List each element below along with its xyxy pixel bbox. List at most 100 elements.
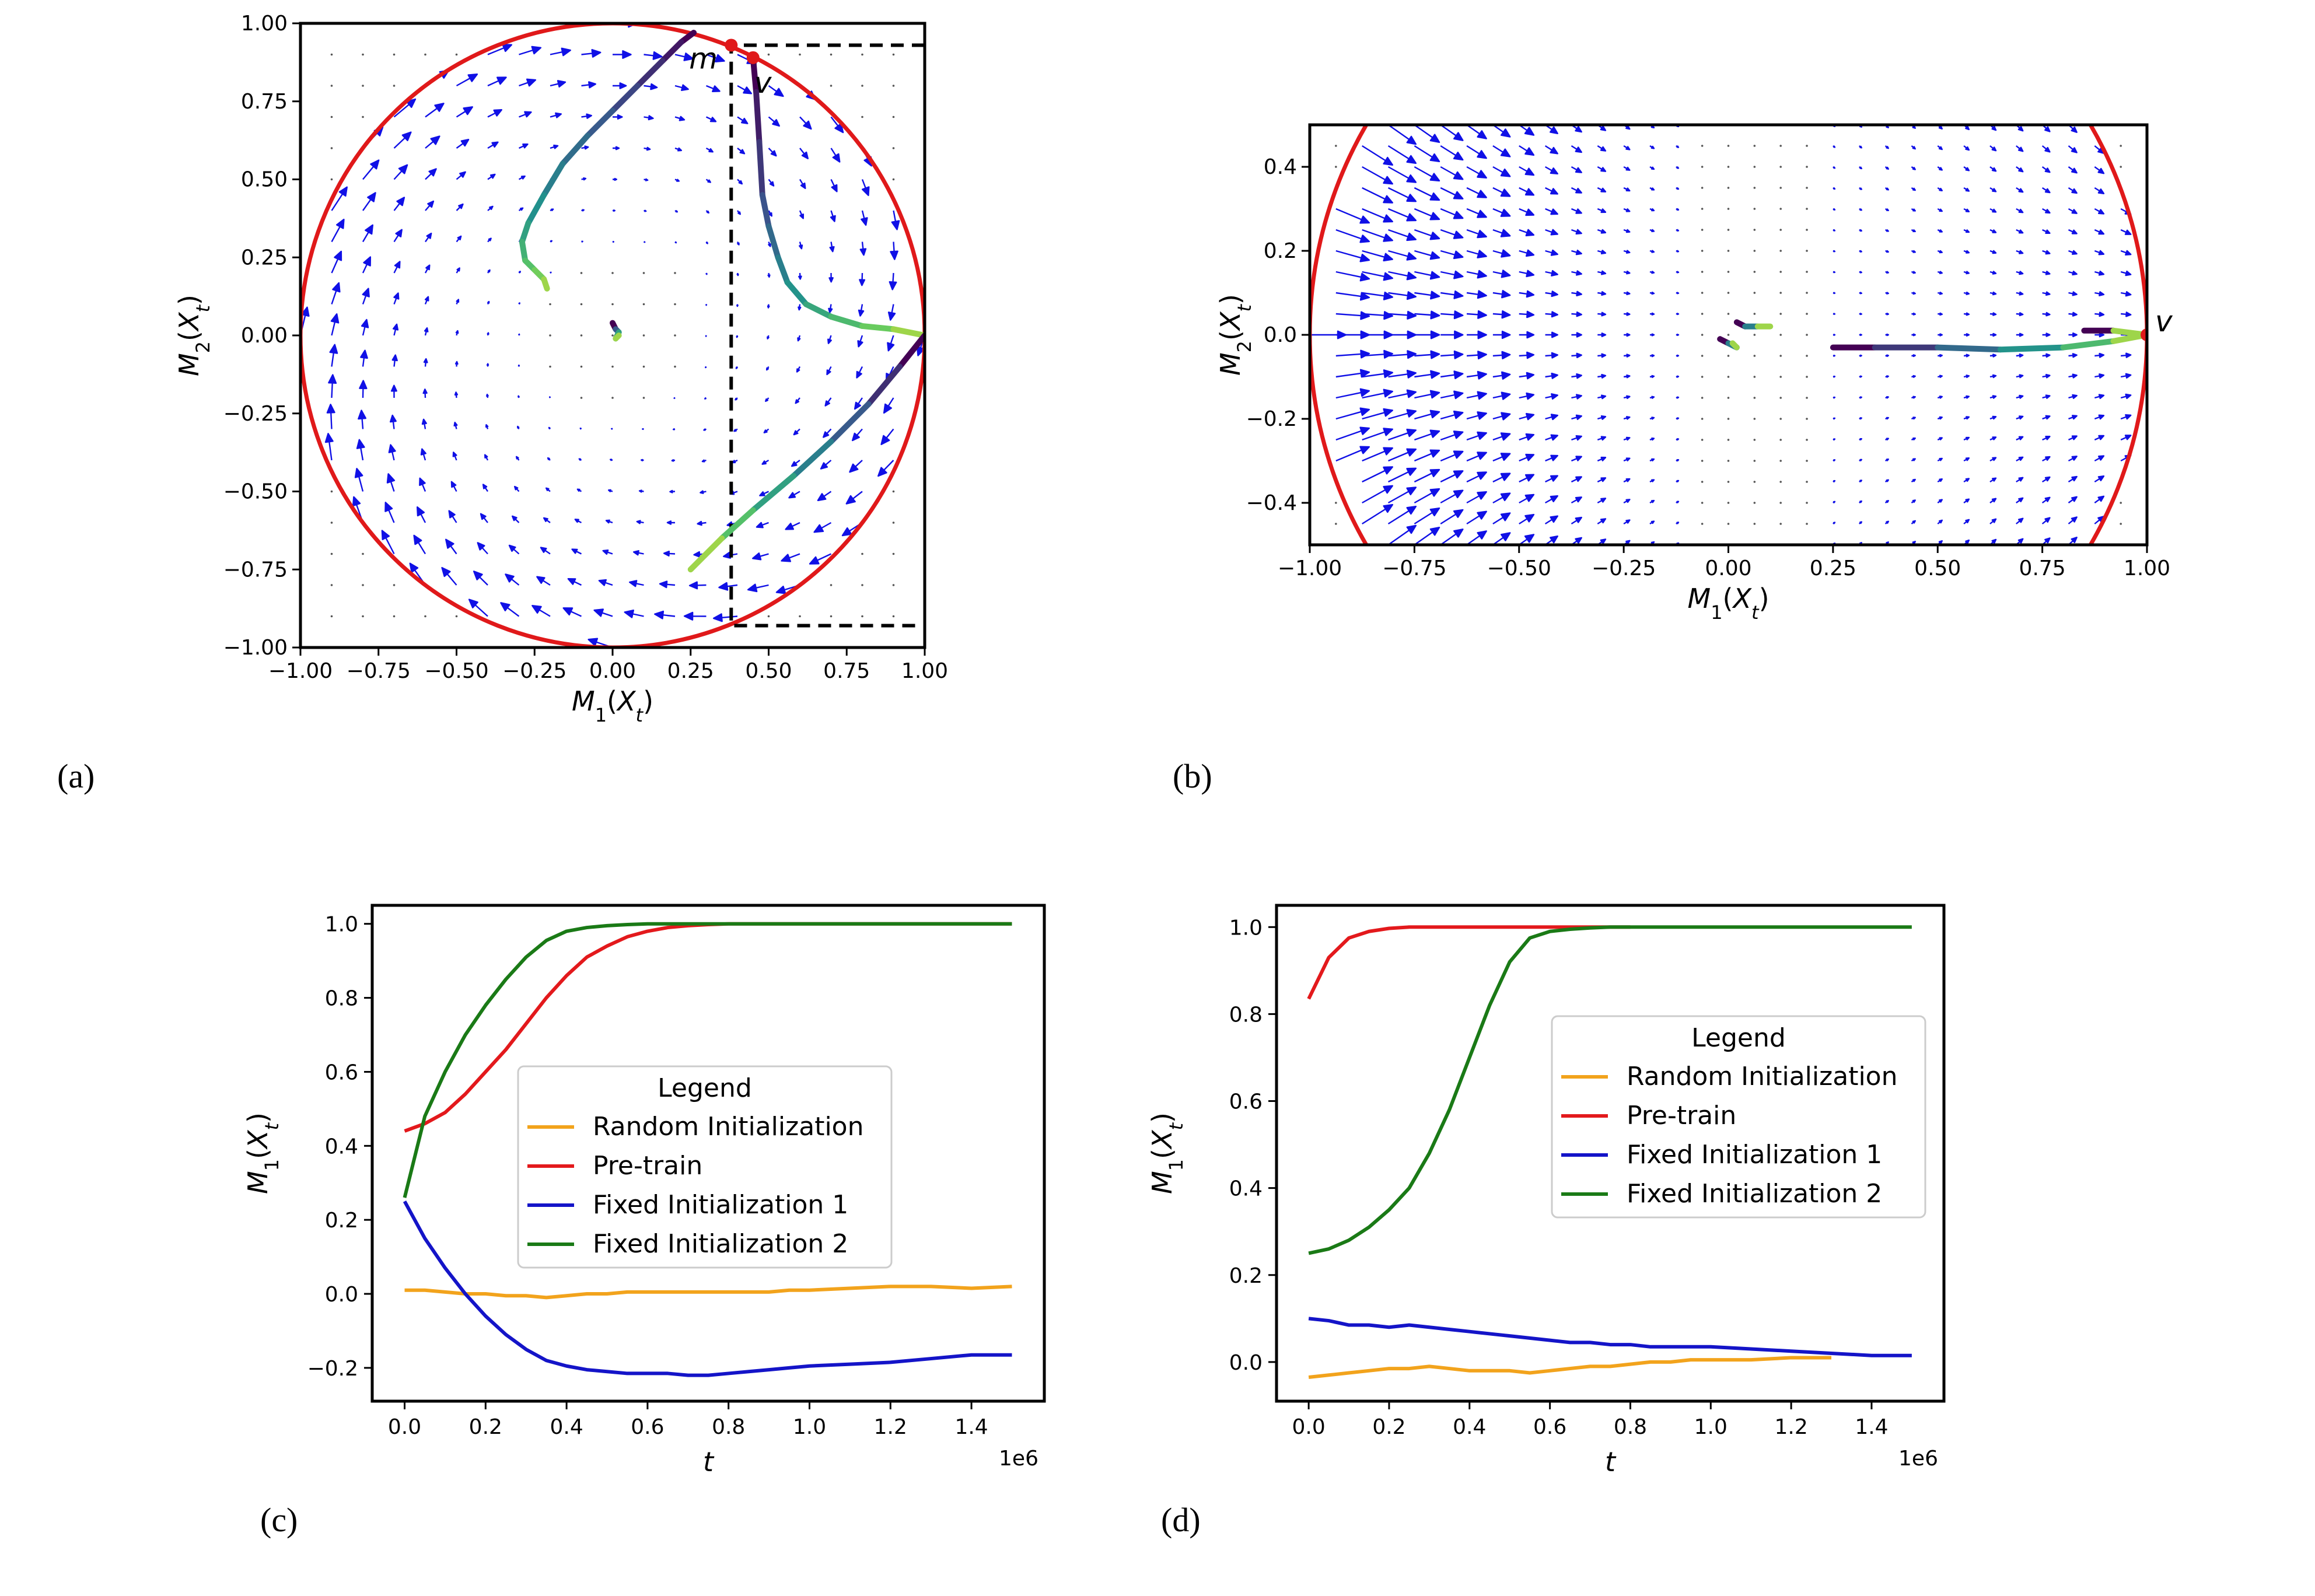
legend-frame [517,1065,893,1269]
field-arrow-442 [1858,521,1863,524]
field-arrow-353 [1727,187,1730,189]
field-arrow-197 [1545,372,1558,379]
field-arrow-133 [485,424,489,429]
field-arrow-162 [518,175,526,180]
field-arrow-112 [1440,390,1464,400]
field-arrow-521 [1937,187,1943,191]
y-tick-label-6: 0.50 [241,168,288,192]
field-arrow-532 [1963,395,1970,399]
field-arrow-556 [1989,332,1997,337]
trajectory-traj-1-seg-4 [2060,338,2117,351]
legend-entry-3: Fixed Initialization 2 [593,1229,848,1259]
field-arrow-418 [1806,145,1808,147]
y-tick-label-4: 0.00 [241,324,288,348]
legend: Legend Random Initialization Pre-train Fixe… [517,1065,893,1269]
field-arrow-609 [2068,537,2078,545]
field-arrow-128 [473,570,488,586]
field-arrow-32 [1335,311,1370,320]
field-arrow-455 [1859,250,1863,253]
field-arrow-611 [2068,496,2078,503]
field-arrow-221 [611,303,614,306]
field-arrow-184 [1519,208,1535,216]
field-arrow-77 [1388,250,1417,261]
field-arrow-125 [1440,125,1464,141]
field-arrow-97 [1414,271,1440,280]
field-arrow-499 [1911,208,1916,212]
field-arrow-316 [1701,523,1704,525]
field-arrow-201 [1545,290,1558,298]
field-arrow-29 [328,374,337,398]
field-arrow-510 [1937,416,1943,420]
field-arrow-332 [1701,187,1704,189]
field-arrow-169 [531,604,551,617]
field-arrow-281 [1649,374,1655,379]
field-arrow-414 [892,178,895,181]
field-arrow-100 [425,135,440,149]
field-arrow-290 [1649,187,1655,191]
field-arrow-200 [580,303,583,306]
field-arrow-27 [324,433,334,461]
x-tick-label-4: 0.8 [1614,1415,1647,1439]
y-tick-label-2: 0.0 [1264,323,1297,347]
field-arrow-351 [799,178,806,190]
trajectory-traj-3-seg-2 [756,139,765,198]
field-arrow-395 [1779,187,1782,189]
field-arrow-52 [361,318,369,336]
field-arrow-22 [1335,523,1337,525]
field-arrow-166 [519,46,542,55]
field-arrow-144 [1466,166,1487,179]
field-arrow-528 [1963,478,1970,483]
field-arrow-266 [1623,250,1631,254]
field-arrow-446 [1859,438,1863,441]
field-arrow-269 [674,116,686,121]
field-arrow-185 [550,112,562,118]
field-arrow-404 [892,490,895,493]
field-arrow-260 [1623,374,1631,379]
vector-field [300,23,925,648]
trajectory-traj-4-seg-2 [828,401,872,444]
field-arrow-43 [1362,503,1394,525]
field-arrow-344 [795,397,800,404]
field-arrow-28 [1335,388,1370,399]
field-arrow-218 [611,397,614,399]
field-arrow-478 [1884,208,1889,212]
field-arrow-26 [1335,426,1370,441]
field-arrow-55 [1362,271,1394,281]
field-arrow-222 [611,272,614,274]
field-arrow-240 [642,365,645,368]
field-arrow-570 [2016,477,2024,483]
field-arrow-470 [1885,375,1889,378]
y-tick-label-3: 0.4 [325,1135,358,1158]
field-arrow-136 [487,332,489,336]
field-arrow-376 [1753,145,1756,147]
field-arrow-86 [1414,488,1440,504]
field-arrow-403 [1806,460,1808,462]
field-arrow-662 [2121,312,2132,317]
field-arrow-53 [362,288,370,304]
field-arrow-275 [1649,499,1655,504]
field-arrow-318 [1701,481,1704,483]
field-arrow-75 [393,261,401,274]
field-arrow-46 [352,496,364,523]
field-arrow-101 [1414,187,1440,201]
field-arrow-123 [456,74,478,87]
field-arrow-201 [580,272,583,274]
field-arrow-502 [1911,145,1916,150]
field-arrow-522 [1937,166,1943,171]
field-arrow-46 [1362,447,1394,462]
field-arrow-45 [362,552,364,555]
field-arrow-481 [1884,145,1889,149]
field-arrow-328 [768,242,771,247]
x-tick-label-7: 0.75 [2019,556,2066,580]
field-arrow-73 [392,323,399,336]
x-tick-label-6: 1.2 [1774,1415,1807,1439]
field-arrow-388 [857,335,863,348]
field-arrow-24 [330,552,333,555]
field-arrow-590 [2041,496,2051,503]
point-v [2141,328,2147,341]
field-arrow-131 [482,484,489,492]
field-arrow-458 [1859,187,1863,190]
field-arrow-58 [1362,208,1394,223]
field-arrow-141 [487,173,496,180]
field-arrow-265 [674,241,677,244]
